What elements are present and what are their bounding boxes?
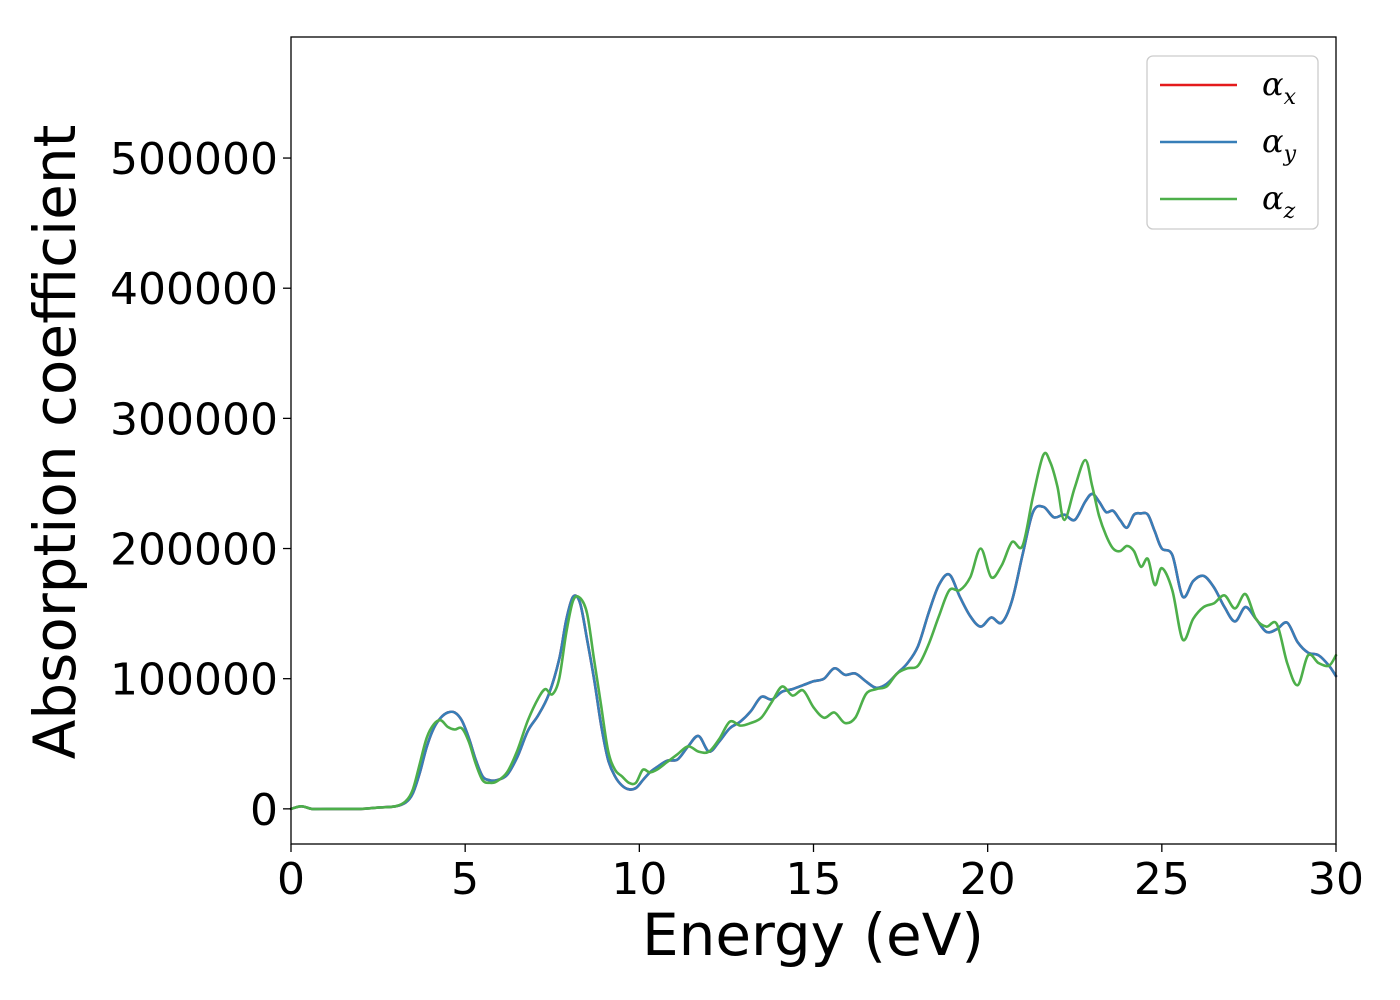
series-line-z (289, 451, 1338, 811)
legend-label-y: αy (1262, 122, 1297, 167)
x-tick-label: 0 (277, 854, 305, 905)
legend-label-z: αz (1262, 179, 1296, 224)
y-tick-label: 300000 (110, 394, 278, 445)
y-tick-label: 0 (250, 785, 278, 836)
y-tick-label: 100000 (110, 655, 278, 706)
legend-label-x: αx (1262, 65, 1297, 110)
x-tick-label: 15 (786, 854, 842, 905)
y-tick-label: 200000 (110, 525, 278, 576)
series-layer (289, 451, 1338, 811)
x-axis: 0 5 10 15 20 25 30 (277, 844, 1364, 905)
x-tick-label: 20 (960, 854, 1016, 905)
x-tick-label: 25 (1134, 854, 1190, 905)
y-tick-label: 400000 (110, 264, 278, 315)
x-tick-label: 5 (451, 854, 479, 905)
y-axis-title: Absorption coefficient (21, 125, 89, 760)
x-axis-title: Energy (eV) (642, 901, 984, 969)
x-tick-label: 30 (1308, 854, 1364, 905)
x-tick-label: 10 (611, 854, 667, 905)
series-line-y (289, 492, 1338, 811)
legend: αx αy αz (1146, 55, 1319, 230)
y-tick-label: 500000 (110, 134, 278, 185)
y-axis: 0 100000 200000 300000 400000 500000 (110, 134, 291, 836)
